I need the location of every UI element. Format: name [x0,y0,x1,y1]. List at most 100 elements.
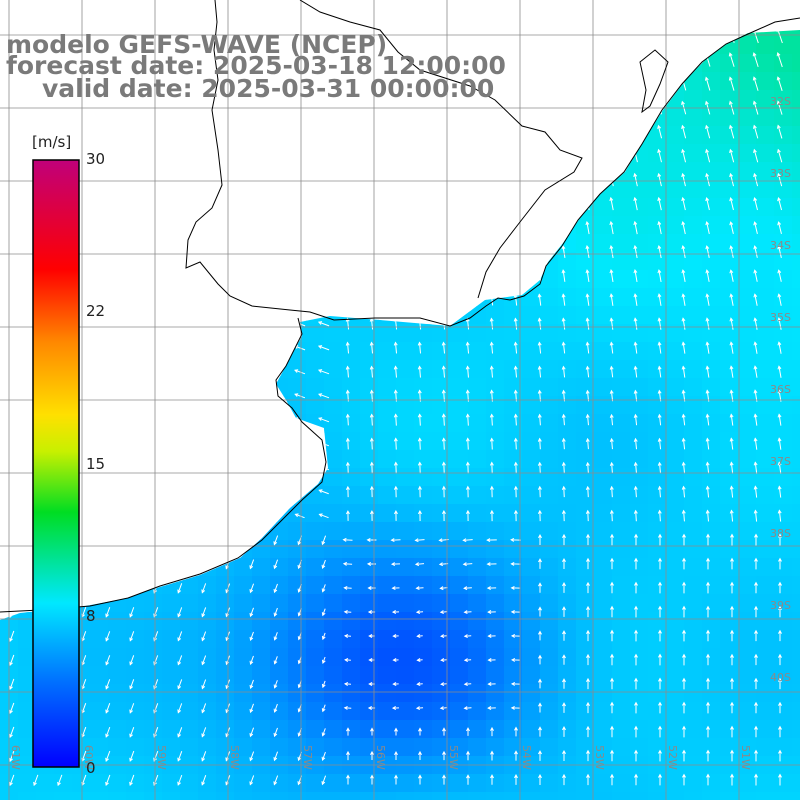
wind-arrow [681,341,686,354]
field-cell [396,630,415,649]
field-cell [612,630,631,649]
field-cell [648,270,667,289]
field-cell [558,378,577,397]
field-cell [180,576,199,595]
field-cell [108,450,127,469]
field-cell [450,612,469,631]
field-cell [378,198,397,217]
field-cell [486,432,505,451]
wind-arrow [173,225,186,231]
field-cell [558,126,577,145]
field-cell [738,414,757,433]
field-cell [558,720,577,739]
field-cell [540,792,559,800]
field-cell [666,180,685,199]
wind-arrow [293,153,306,159]
field-cell [360,396,379,415]
field-cell [360,630,379,649]
field-cell [756,288,775,307]
field-cell [612,30,631,37]
wind-arrow [417,173,422,186]
field-cell [180,504,199,523]
field-cell [450,504,469,523]
wind-arrow [273,607,278,617]
wind-arrow [705,245,710,258]
wind-arrow [345,221,350,234]
field-cell [360,342,379,361]
field-cell [180,144,199,163]
wind-arrow [633,269,638,283]
field-cell [198,576,217,595]
wind-arrow [149,441,162,447]
wind-arrow [415,610,424,615]
wind-arrow [201,631,207,642]
wind-arrow [394,727,398,736]
wind-arrow [441,173,446,186]
field-cell [252,774,271,793]
wind-arrow [681,269,686,282]
uruguay-brazil-coast [185,0,800,327]
wind-arrow [561,197,566,211]
field-cell [630,684,649,703]
wind-arrow [249,775,255,786]
field-cell [756,630,775,649]
field-cell [792,378,800,397]
field-cell [324,126,343,145]
field-cell [540,666,559,685]
field-cell [720,270,739,289]
wind-arrow [753,245,758,258]
field-cell [522,36,541,55]
wind-arrow [658,701,662,714]
wind-arrow [729,413,734,426]
field-cell [342,180,361,199]
field-cell [594,468,613,487]
wind-arrow [776,76,783,91]
wind-arrow [149,153,162,159]
field-cell [72,0,91,19]
field-cell [288,648,307,667]
wind-arrow [537,437,542,450]
wind-arrow [5,129,18,135]
field-cell [738,216,757,235]
wind-arrow [441,461,446,474]
wind-arrow [318,513,329,519]
wind-arrow [657,196,662,211]
field-cell [180,792,199,800]
field-cell [216,198,235,217]
longitude-label: 58W [228,745,241,770]
field-cell [288,396,307,415]
field-cell [414,738,433,757]
field-cell [504,648,523,667]
field-cell [558,72,577,91]
field-cell [180,630,199,649]
wind-arrow [125,465,138,471]
field-cell [774,180,793,199]
field-cell [450,594,469,613]
wind-arrow [151,10,161,14]
field-cell [792,108,800,127]
field-cell [432,234,451,253]
field-cell [594,612,613,631]
wind-arrow [249,559,255,570]
field-cell [288,576,307,595]
field-cell [306,198,325,217]
field-cell [576,108,595,127]
field-cell [252,504,271,523]
field-cell [612,54,631,73]
field-cell [450,270,469,289]
field-cell [630,0,649,19]
wind-arrow [561,389,566,402]
wind-arrow [489,125,494,138]
wind-arrow [777,341,782,354]
field-cell [306,162,325,181]
field-cell [270,792,289,800]
field-cell [414,342,433,361]
field-cell [450,324,469,343]
wind-arrow [246,441,257,447]
field-cell [270,486,289,505]
field-cell [414,612,433,631]
field-cell [594,792,613,800]
field-cell [576,162,595,181]
field-cell [306,540,325,559]
wind-arrow [198,417,210,423]
